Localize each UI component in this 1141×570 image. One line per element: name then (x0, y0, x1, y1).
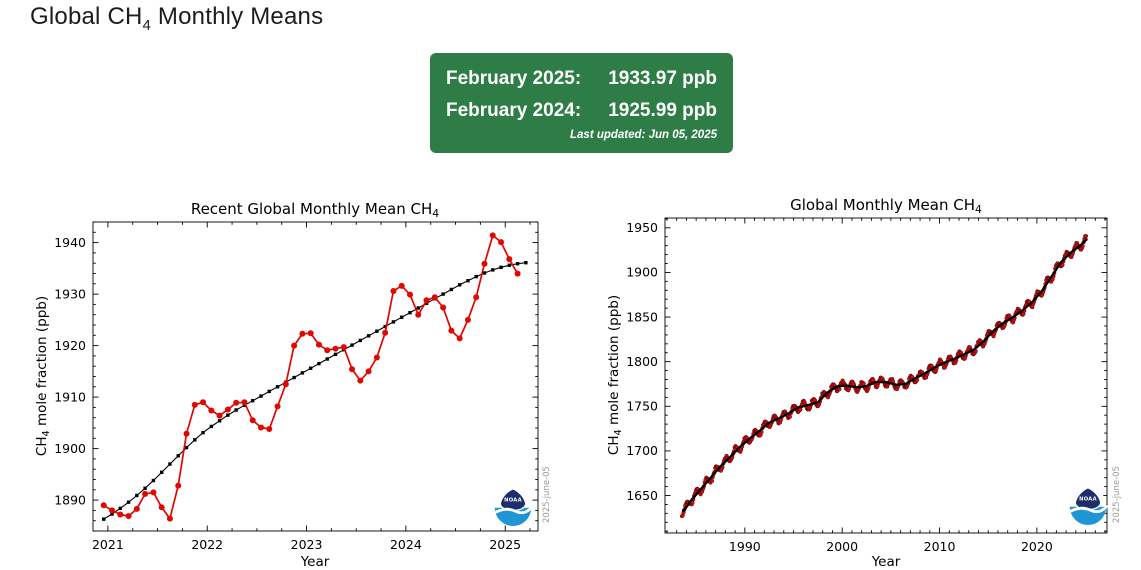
svg-text:1850: 1850 (626, 309, 658, 324)
summary-label-2024: February 2024: (446, 100, 582, 121)
svg-text:2025: 2025 (489, 537, 521, 552)
page-title: Global CH4 Monthly Means (30, 1, 323, 42)
x-axis-label: Year (300, 554, 330, 570)
svg-text:1900: 1900 (54, 441, 86, 456)
noaa-logo: NOAA (1068, 486, 1108, 525)
svg-text:1950: 1950 (626, 220, 658, 235)
chart-title: Global Monthly Mean CH4 (790, 196, 982, 216)
noaa-logo: NOAA (493, 487, 533, 526)
noaa-logo-text: NOAA (1079, 497, 1097, 503)
svg-text:1750: 1750 (626, 399, 658, 414)
recent-monthly-mean-chart: 2021 2022 2023 2024 2025 1890 1900 1910 1920 1930… (34, 200, 552, 570)
series-monthly_mean (100, 232, 521, 522)
svg-text:1910: 1910 (54, 389, 86, 404)
page-title-text: Global CH (30, 3, 143, 30)
svg-text:2021: 2021 (92, 537, 124, 552)
summary-label-2025: February 2025: (446, 68, 582, 89)
svg-text:2020: 2020 (1021, 539, 1053, 554)
svg-text:1900: 1900 (626, 265, 658, 280)
svg-text:1650: 1650 (626, 488, 658, 503)
svg-text:1700: 1700 (626, 443, 658, 458)
svg-text:1800: 1800 (626, 354, 658, 369)
axes (664, 217, 1108, 534)
svg-text:1940: 1940 (54, 235, 86, 250)
full-record-chart: 1990 2000 2010 2020 1650 1700 1750 1800 1850 1900… (606, 196, 1122, 570)
summary-box: February 2025: 1933.97 ppb February 2024… (430, 53, 733, 153)
summary-row-2024: February 2024: 1925.99 ppb (446, 95, 717, 127)
y-axis-label: CH4 mole fraction (ppb) (34, 296, 52, 456)
summary-value-2025: 1933.97 ppb (608, 68, 717, 89)
plot-date-watermark: 2025-june-05 (1112, 466, 1122, 523)
last-updated-note: Last updated: Jun 05, 2025 (570, 129, 717, 141)
series-trend (681, 238, 1088, 512)
summary-row-2025: February 2025: 1933.97 ppb (446, 63, 717, 95)
noaa-logo-text: NOAA (504, 498, 522, 504)
svg-text:2023: 2023 (291, 537, 323, 552)
svg-text:1890: 1890 (54, 492, 86, 507)
svg-text:2022: 2022 (191, 537, 223, 552)
svg-text:1920: 1920 (54, 338, 86, 353)
svg-text:2000: 2000 (826, 539, 858, 554)
svg-text:1990: 1990 (729, 539, 761, 554)
series-trend (102, 260, 528, 521)
series-monthly-mean (679, 234, 1089, 519)
plot-date-watermark: 2025-june-05 (542, 466, 552, 523)
axes (92, 221, 539, 532)
svg-text:1930: 1930 (54, 286, 86, 301)
page-title-subscript: 4 (142, 16, 152, 34)
chart-title: Recent Global Monthly Mean CH4 (191, 200, 439, 220)
page-title-text-2: Monthly Means (151, 3, 324, 30)
summary-value-2024: 1925.99 ppb (608, 100, 717, 121)
svg-text:2024: 2024 (390, 537, 422, 552)
y-axis-label: CH4 mole fraction (ppb) (606, 295, 624, 455)
x-axis-label: Year (871, 554, 901, 570)
svg-text:2010: 2010 (924, 539, 956, 554)
